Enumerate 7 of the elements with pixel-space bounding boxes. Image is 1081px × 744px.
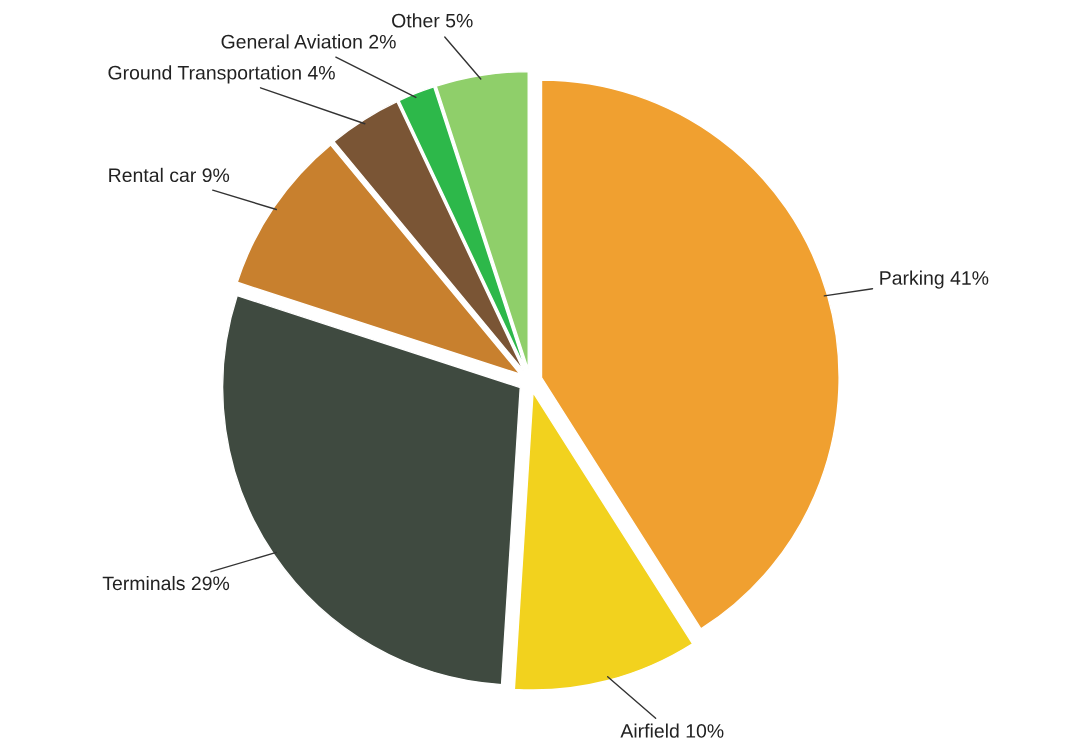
slice-label: Other 5% [392, 13, 473, 28]
slice-label: Airfield 10% [620, 723, 724, 738]
slice-label: General Aviation 2% [221, 34, 396, 49]
slice-label: Rental car 9% [109, 167, 230, 183]
slice-label: Parking 41% [880, 270, 989, 289]
slice-label: Ground Transportation 4% [108, 65, 335, 84]
slice-label: Terminals 29% [102, 575, 230, 591]
